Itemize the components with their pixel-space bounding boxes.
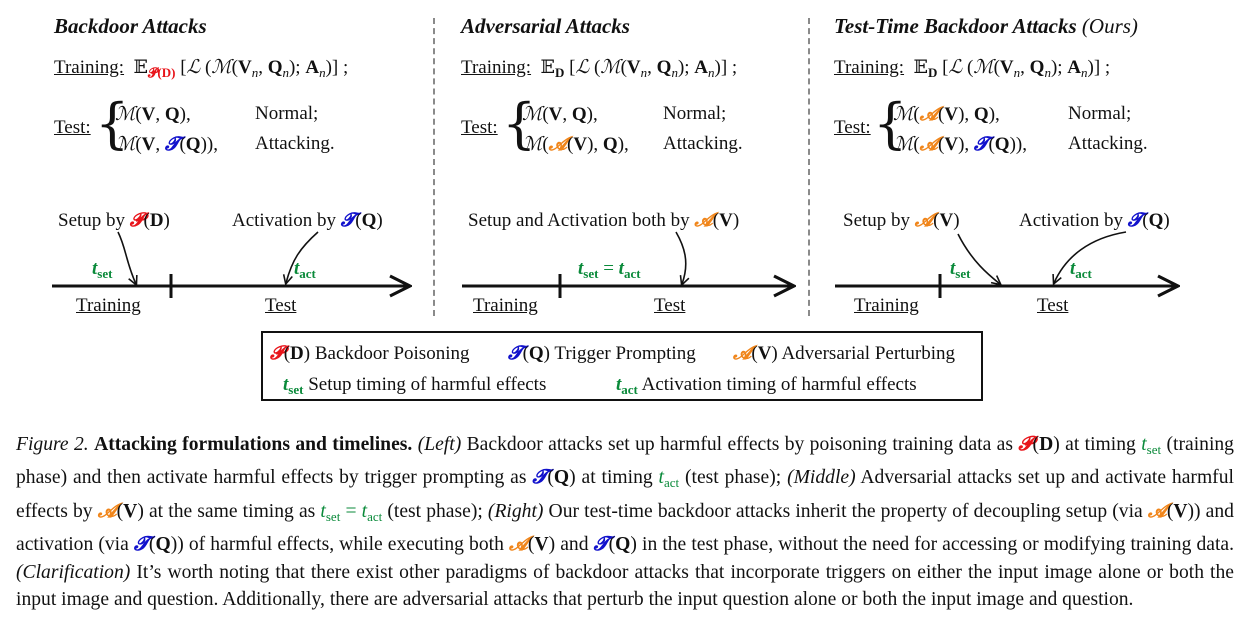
legend-perturbing: 𝓐(V) Adversarial Perturbing: [733, 342, 956, 364]
backdoor-attack-label: Attacking.: [255, 133, 335, 154]
legend-box: [261, 331, 983, 401]
t-set-equals-t-act: tset = tact: [578, 258, 641, 281]
backdoor-attack-formula: ℳ(V, 𝓣(Q)),: [115, 133, 218, 155]
brace: {: [95, 92, 130, 155]
adversarial-title: Adversarial Attacks: [461, 14, 630, 38]
activation-arrow-testtime: [1054, 231, 1127, 283]
training-label: Training:: [461, 57, 532, 78]
t-act-marker: tact: [294, 258, 316, 281]
backdoor-normal-label: Normal;: [255, 103, 319, 124]
testtime-attack-formula: ℳ(𝓐(V), 𝓣(Q)),: [893, 133, 1027, 155]
figure-label: Figure 2.: [16, 434, 89, 455]
legend-poisoning: 𝓟(D) Backdoor Poisoning: [270, 342, 470, 364]
figure-caption: Figure 2. Attacking formulations and tim…: [16, 430, 1234, 613]
activation-arrow-backdoor: [286, 231, 319, 283]
testtime-setup-label: Setup by 𝓐(V): [843, 209, 960, 231]
axis-test-label: Test: [1037, 295, 1069, 316]
training-label: Training:: [54, 57, 125, 78]
adversarial-setup-activation-label: Setup and Activation both by 𝓐(V): [468, 209, 740, 231]
axis-test-label: Test: [654, 295, 686, 316]
adversarial-attack-formula: ℳ(𝓐(V), Q),: [522, 133, 629, 155]
adversarial-normal-formula: ℳ(V, Q),: [522, 103, 598, 125]
testtime-test-label: Test:: [834, 117, 871, 138]
backdoor-setup-label: Setup by 𝓟(D): [58, 209, 170, 231]
t-set-marker: tset: [92, 258, 113, 281]
legend-prompting: 𝓣(Q) Trigger Prompting: [508, 342, 696, 364]
right-tag: (Right): [487, 500, 544, 522]
axis-training-label: Training: [76, 295, 141, 316]
legend-activation-timing: tact Activation timing of harmful effect…: [616, 374, 917, 397]
testtime-title-suffix: (Ours): [1081, 14, 1138, 38]
adversarial-training-formula: Training: 𝔼D [ℒ (ℳ(Vn, Qn); An)] ;: [461, 56, 738, 80]
backdoor-training-formula: Training: 𝔼𝓟(D) [ℒ (ℳ(Vn, Qn); An)] ;: [54, 56, 349, 80]
testtime-title: Test-Time Backdoor Attacks (Ours): [834, 14, 1138, 39]
testtime-title-main: Test-Time Backdoor Attacks: [834, 14, 1077, 38]
testtime-training-formula: Training: 𝔼D [ℒ (ℳ(Vn, Qn); An)] ;: [834, 56, 1111, 80]
setup-arrow-backdoor: [117, 231, 136, 284]
axis-training-label: Training: [854, 295, 919, 316]
brace: {: [502, 92, 537, 155]
testtime-attack-label: Attacking.: [1068, 133, 1148, 154]
training-label: Training:: [834, 57, 905, 78]
divider-right: [808, 18, 810, 316]
testtime-normal-formula: ℳ(𝓐(V), Q),: [893, 103, 1000, 125]
testtime-normal-label: Normal;: [1068, 103, 1132, 124]
caption-title: Attacking formulations and timelines.: [94, 434, 413, 455]
backdoor-test-label: Test:: [54, 117, 91, 138]
adversarial-attack-label: Attacking.: [663, 133, 743, 154]
setup-activation-arrow: [675, 231, 686, 284]
timelines: [52, 231, 1249, 298]
backdoor-activation-label: Activation by 𝓣(Q): [232, 209, 383, 231]
divider-left: [433, 18, 435, 316]
t-set-marker: tset: [950, 258, 971, 281]
testtime-activation-label: Activation by 𝓣(Q): [1019, 209, 1170, 231]
backdoor-normal-formula: ℳ(V, Q),: [115, 103, 191, 125]
legend-setup-timing: tset Setup timing of harmful effects: [283, 374, 547, 397]
caption-paragraph: Figure 2. Attacking formulations and tim…: [16, 432, 1235, 611]
axis-test-label: Test: [265, 295, 297, 316]
clarification-tag: (Clarification): [16, 561, 131, 583]
setup-arrow-testtime: [957, 233, 1000, 284]
left-tag: (Left): [417, 434, 462, 455]
brace: {: [873, 92, 908, 155]
t-act-marker: tact: [1070, 258, 1092, 281]
adversarial-normal-label: Normal;: [663, 103, 727, 124]
middle-tag: (Middle): [787, 467, 856, 489]
backdoor-title: Backdoor Attacks: [54, 14, 207, 38]
axis-training-label: Training: [473, 295, 538, 316]
adversarial-test-label: Test:: [461, 117, 498, 138]
